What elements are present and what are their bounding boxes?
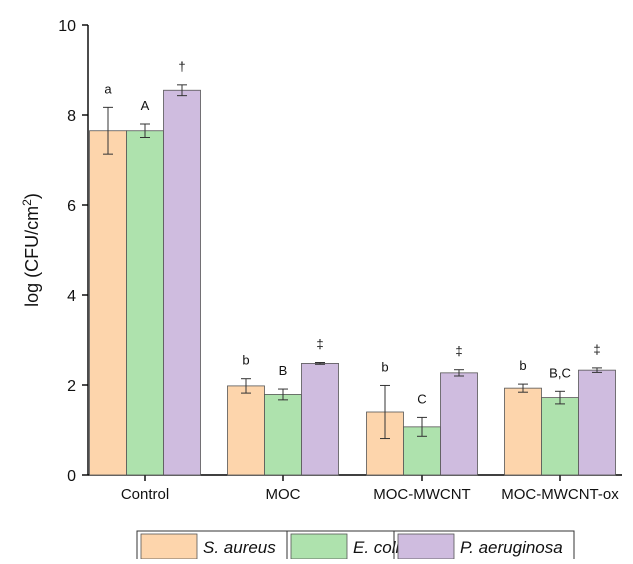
bar	[227, 385, 265, 476]
y-tick-label: 6	[67, 198, 76, 215]
significance-label: ‡	[455, 344, 462, 359]
significance-label: †	[178, 59, 185, 74]
y-tick-label: 2	[67, 378, 76, 395]
bar	[541, 397, 579, 476]
x-tick-label: Control	[121, 486, 169, 503]
bar	[301, 362, 339, 476]
y-tick-label: 4	[67, 288, 76, 305]
legend-label: P. aeruginosa	[460, 538, 563, 557]
y-axis-label: log (CFU/cm2)	[20, 193, 42, 307]
x-tick-label: MOC-MWCNT	[373, 486, 470, 503]
bar	[578, 369, 616, 476]
significance-label: ‡	[593, 342, 600, 357]
bar	[89, 130, 127, 476]
significance-label: a	[104, 81, 112, 96]
significance-label: B,C	[549, 365, 571, 380]
legend-label: S. aureus	[203, 538, 276, 557]
bar	[440, 372, 478, 476]
legend-swatch	[140, 533, 198, 560]
significance-label: C	[417, 391, 426, 406]
bar	[126, 130, 164, 476]
bar	[264, 394, 302, 476]
x-tick-label: MOC	[266, 486, 301, 503]
x-tick-label: MOC-MWCNT-ox	[501, 486, 619, 503]
bar	[504, 387, 542, 476]
significance-label: b	[519, 358, 526, 373]
significance-label: A	[141, 98, 150, 113]
legend-label: E. coli	[353, 538, 401, 557]
y-tick-label: 10	[58, 18, 76, 35]
significance-label: b	[381, 359, 388, 374]
significance-label: ‡	[316, 337, 323, 352]
legend-swatch	[397, 533, 455, 560]
y-tick-label: 8	[67, 108, 76, 125]
legend-box	[136, 530, 575, 563]
bar	[163, 89, 201, 476]
significance-label: b	[242, 353, 249, 368]
legend-swatch	[290, 533, 348, 560]
significance-label: B	[279, 363, 288, 378]
y-tick-label: 0	[67, 468, 76, 485]
